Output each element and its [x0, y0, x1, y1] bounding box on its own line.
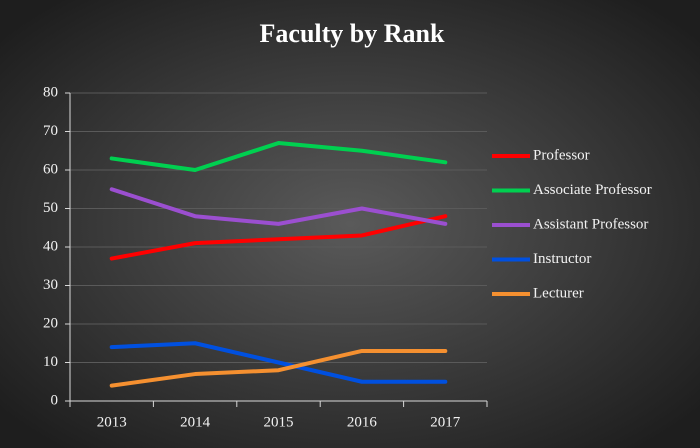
legend-label: Professor — [533, 147, 590, 163]
x-tick-label: 2017 — [430, 414, 461, 430]
y-tick-label: 20 — [43, 315, 58, 331]
y-tick-label: 10 — [43, 354, 58, 370]
x-tick-label: 2015 — [264, 414, 294, 430]
y-tick-label: 40 — [43, 238, 58, 254]
series-line — [109, 348, 448, 388]
x-tick-label: 2016 — [347, 414, 378, 430]
series-line — [109, 141, 448, 172]
legend-label: Associate Professor — [533, 182, 652, 198]
y-tick-label: 30 — [43, 277, 58, 293]
y-tick-label: 0 — [51, 392, 59, 408]
series-line — [109, 341, 448, 384]
x-tick-label: 2014 — [180, 414, 211, 430]
legend-label: Instructor — [533, 251, 591, 267]
y-tick-label: 60 — [43, 161, 58, 177]
x-tick-label: 2013 — [97, 414, 127, 430]
legend-label: Assistant Professor — [533, 216, 648, 232]
y-tick-label: 70 — [43, 123, 58, 139]
legend-label: Lecturer — [533, 285, 584, 301]
chart-title: Faculty by Rank — [260, 19, 445, 48]
y-tick-label: 50 — [43, 200, 58, 216]
series-line — [109, 214, 448, 261]
series-line — [109, 187, 448, 226]
y-tick-label: 80 — [43, 84, 58, 100]
